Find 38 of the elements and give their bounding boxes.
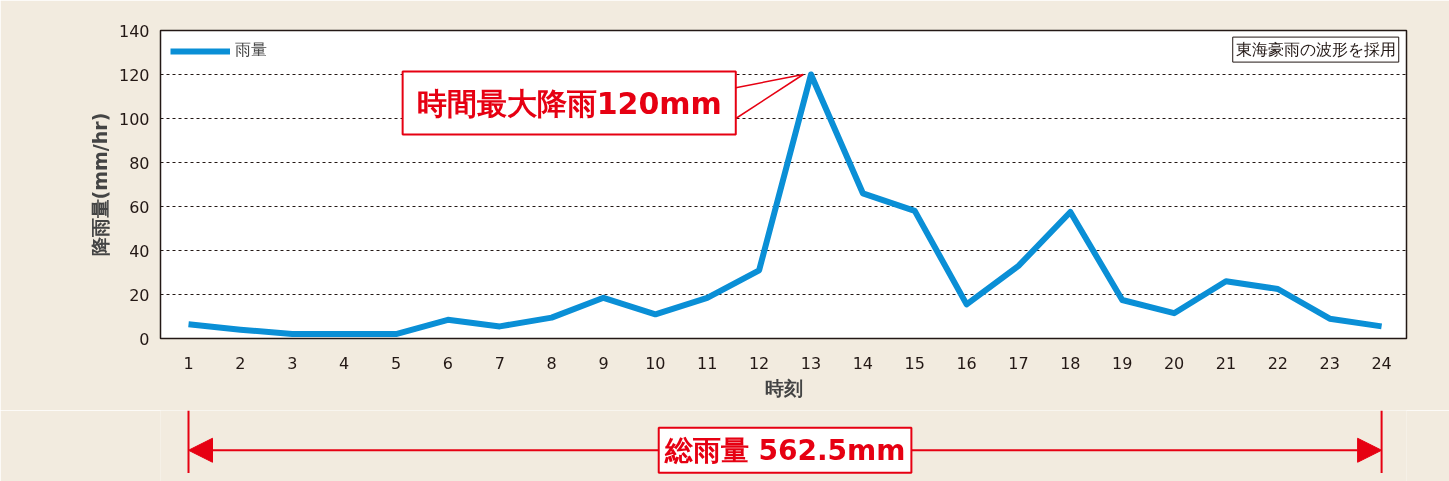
text: 総雨量 562.5mm — [663, 433, 906, 467]
x-tick-label: 3 — [287, 353, 298, 373]
y-tick-label: 140 — [118, 21, 150, 41]
y-tick-label: 20 — [129, 285, 150, 305]
x-tick-label: 14 — [852, 353, 874, 373]
y-tick-label: 100 — [118, 109, 150, 129]
x-tick-label: 17 — [1008, 353, 1029, 373]
y-tick-label: 60 — [129, 197, 150, 217]
y-tick-label: 40 — [129, 241, 150, 261]
legend-label: 雨量 — [235, 40, 267, 61]
x-tick-label: 1 — [183, 353, 194, 373]
annotation: 時間最大降雨120mm — [416, 85, 722, 121]
x-tick-label: 19 — [1112, 353, 1133, 373]
y-axis-title: 降雨量(mm/hr) — [88, 112, 111, 257]
x-tick-label: 5 — [390, 353, 402, 373]
x-tick-label: 7 — [494, 353, 505, 373]
x-tick-label: 12 — [748, 353, 770, 373]
y-tick-label: 120 — [118, 65, 150, 85]
x-tick-label: 6 — [442, 353, 453, 373]
x-tick-label: 9 — [598, 353, 609, 373]
x-tick-label: 11 — [697, 353, 718, 373]
y-tick-label: 0 — [139, 329, 150, 349]
x-tick-label: 13 — [800, 353, 822, 373]
x-tick-label: 2 — [235, 353, 246, 373]
x-tick-label: 23 — [1319, 353, 1340, 373]
x-tick-label: 22 — [1267, 353, 1289, 373]
x-tick-label: 8 — [546, 353, 557, 373]
x-tick-label: 10 — [645, 353, 666, 373]
x-tick-label: 21 — [1215, 353, 1237, 373]
x-tick-label: 24 — [1371, 353, 1392, 373]
x-tick-label: 15 — [904, 353, 925, 373]
x-tick-label: 20 — [1163, 353, 1185, 373]
annotation: 東海豪雨の波形を採用 — [1235, 40, 1396, 60]
x-tick-label: 18 — [1060, 353, 1081, 373]
x-tick-label: 16 — [956, 353, 977, 373]
y-tick-label: 80 — [129, 153, 150, 173]
x-axis-title: 時刻 — [764, 376, 803, 399]
x-tick-label: 4 — [339, 353, 350, 373]
